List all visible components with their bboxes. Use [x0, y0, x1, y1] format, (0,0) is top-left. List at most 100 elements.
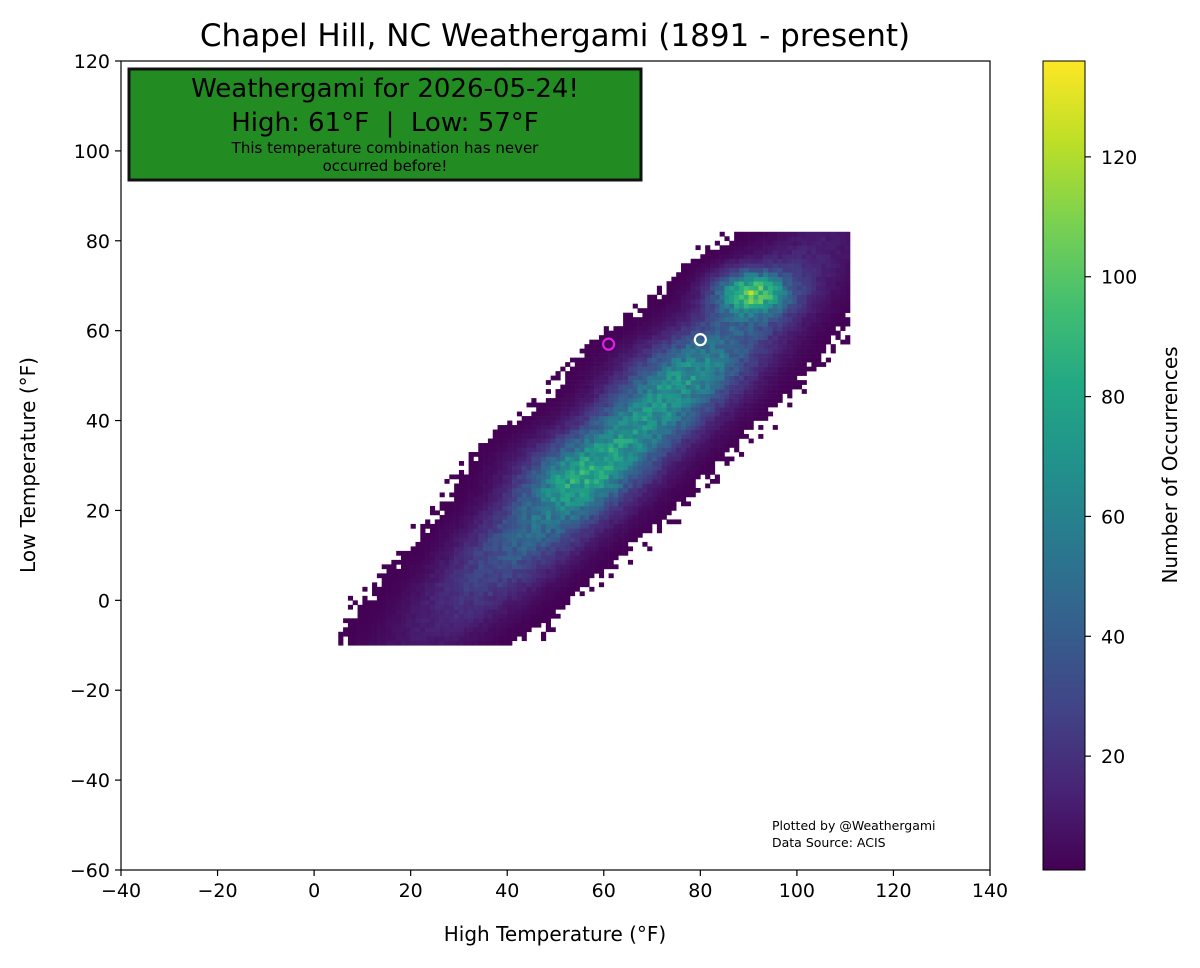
heat-cell — [806, 281, 812, 287]
heat-cell — [613, 339, 619, 345]
heat-cell — [541, 438, 547, 444]
heat-cell — [777, 303, 783, 309]
heat-cell — [487, 532, 494, 538]
heat-cell — [685, 438, 691, 444]
heat-cell — [772, 303, 778, 309]
heat-cell — [656, 285, 663, 291]
heat-cell — [782, 245, 788, 251]
heat-cell — [512, 636, 518, 642]
heat-cell — [550, 483, 556, 489]
heat-cell — [632, 447, 638, 453]
heat-cell — [372, 627, 378, 633]
heat-cell — [734, 344, 740, 349]
heat-cell — [661, 452, 667, 457]
heat-cell — [579, 577, 585, 583]
heat-cell — [825, 308, 831, 313]
heat-cell — [724, 375, 730, 381]
heat-cell — [565, 362, 571, 367]
y-tick-label: −20 — [70, 680, 110, 702]
heat-cell — [579, 591, 585, 597]
heat-cell — [729, 411, 735, 417]
heat-cell — [642, 514, 648, 520]
heat-cell — [594, 398, 600, 403]
heat-cell — [541, 411, 547, 417]
heat-cell — [642, 398, 648, 403]
heat-cell — [661, 357, 667, 363]
heat-cell — [627, 501, 634, 507]
heat-cell — [507, 604, 513, 610]
x-tick-label: 60 — [592, 880, 616, 902]
heat-cell — [516, 550, 523, 556]
heat-cell — [763, 326, 769, 331]
heat-cell — [608, 559, 614, 565]
heat-cell — [545, 456, 551, 462]
heat-cell — [734, 398, 740, 403]
heat-cell — [743, 353, 749, 358]
heat-cell — [656, 411, 663, 417]
heat-cell — [763, 290, 769, 296]
heat-cell — [816, 285, 822, 291]
heat-cell — [763, 258, 769, 264]
heat-cell — [642, 357, 648, 363]
heat-cell — [738, 272, 745, 278]
heat-cell — [502, 469, 508, 475]
heat-cell — [806, 231, 812, 237]
heat-cell — [487, 546, 494, 552]
heat-cell — [372, 613, 378, 619]
heat-cell — [507, 469, 513, 475]
heat-cell — [569, 443, 576, 448]
heat-cell — [531, 528, 537, 534]
heat-cell — [772, 263, 778, 269]
heat-cell — [608, 429, 614, 435]
heat-cell — [483, 546, 489, 552]
heat-cell — [627, 330, 634, 336]
heat-cell — [681, 465, 687, 471]
heat-cell — [753, 339, 759, 345]
heat-cell — [676, 380, 682, 385]
heat-cell — [835, 335, 841, 340]
heat-cell — [623, 487, 629, 493]
heat-cell — [405, 591, 411, 597]
heat-cell — [550, 416, 556, 421]
heat-cell — [415, 550, 421, 556]
heat-cell — [753, 263, 759, 269]
heat-cell — [613, 537, 619, 543]
heat-cell — [772, 240, 778, 246]
heat-cell — [598, 582, 605, 588]
heat-cell — [545, 586, 551, 592]
heat-cell — [821, 330, 827, 336]
heat-cell — [738, 425, 745, 430]
heat-cell — [830, 231, 836, 237]
heat-cell — [473, 586, 479, 592]
heat-cell — [777, 348, 783, 354]
heat-cell — [782, 362, 788, 367]
heat-cell — [753, 411, 759, 417]
heat-cell — [685, 362, 691, 367]
heat-cell — [700, 335, 706, 340]
heat-cell — [545, 595, 551, 601]
heat-cell — [565, 429, 571, 435]
heat-cell — [801, 330, 807, 336]
x-tick-label: −40 — [101, 880, 141, 902]
heat-cell — [758, 326, 764, 331]
heat-cell — [410, 604, 416, 610]
heat-cell — [492, 591, 498, 597]
heat-cell — [569, 564, 576, 570]
heat-cell — [589, 474, 595, 480]
heat-cell — [787, 321, 793, 327]
heat-cell — [637, 469, 643, 475]
heat-cell — [647, 519, 653, 525]
heat-cell — [719, 398, 725, 403]
heat-cell — [613, 353, 619, 358]
heat-cell — [695, 375, 701, 381]
heat-cell — [425, 627, 431, 633]
heat-cell — [444, 519, 450, 525]
heat-cell — [439, 600, 445, 606]
heat-cell — [661, 339, 667, 345]
heat-cell — [608, 465, 614, 471]
heat-cell — [623, 519, 629, 525]
heat-cell — [603, 443, 609, 448]
heat-cell — [516, 559, 523, 565]
heat-cell — [724, 303, 730, 309]
heat-cell — [642, 330, 648, 336]
